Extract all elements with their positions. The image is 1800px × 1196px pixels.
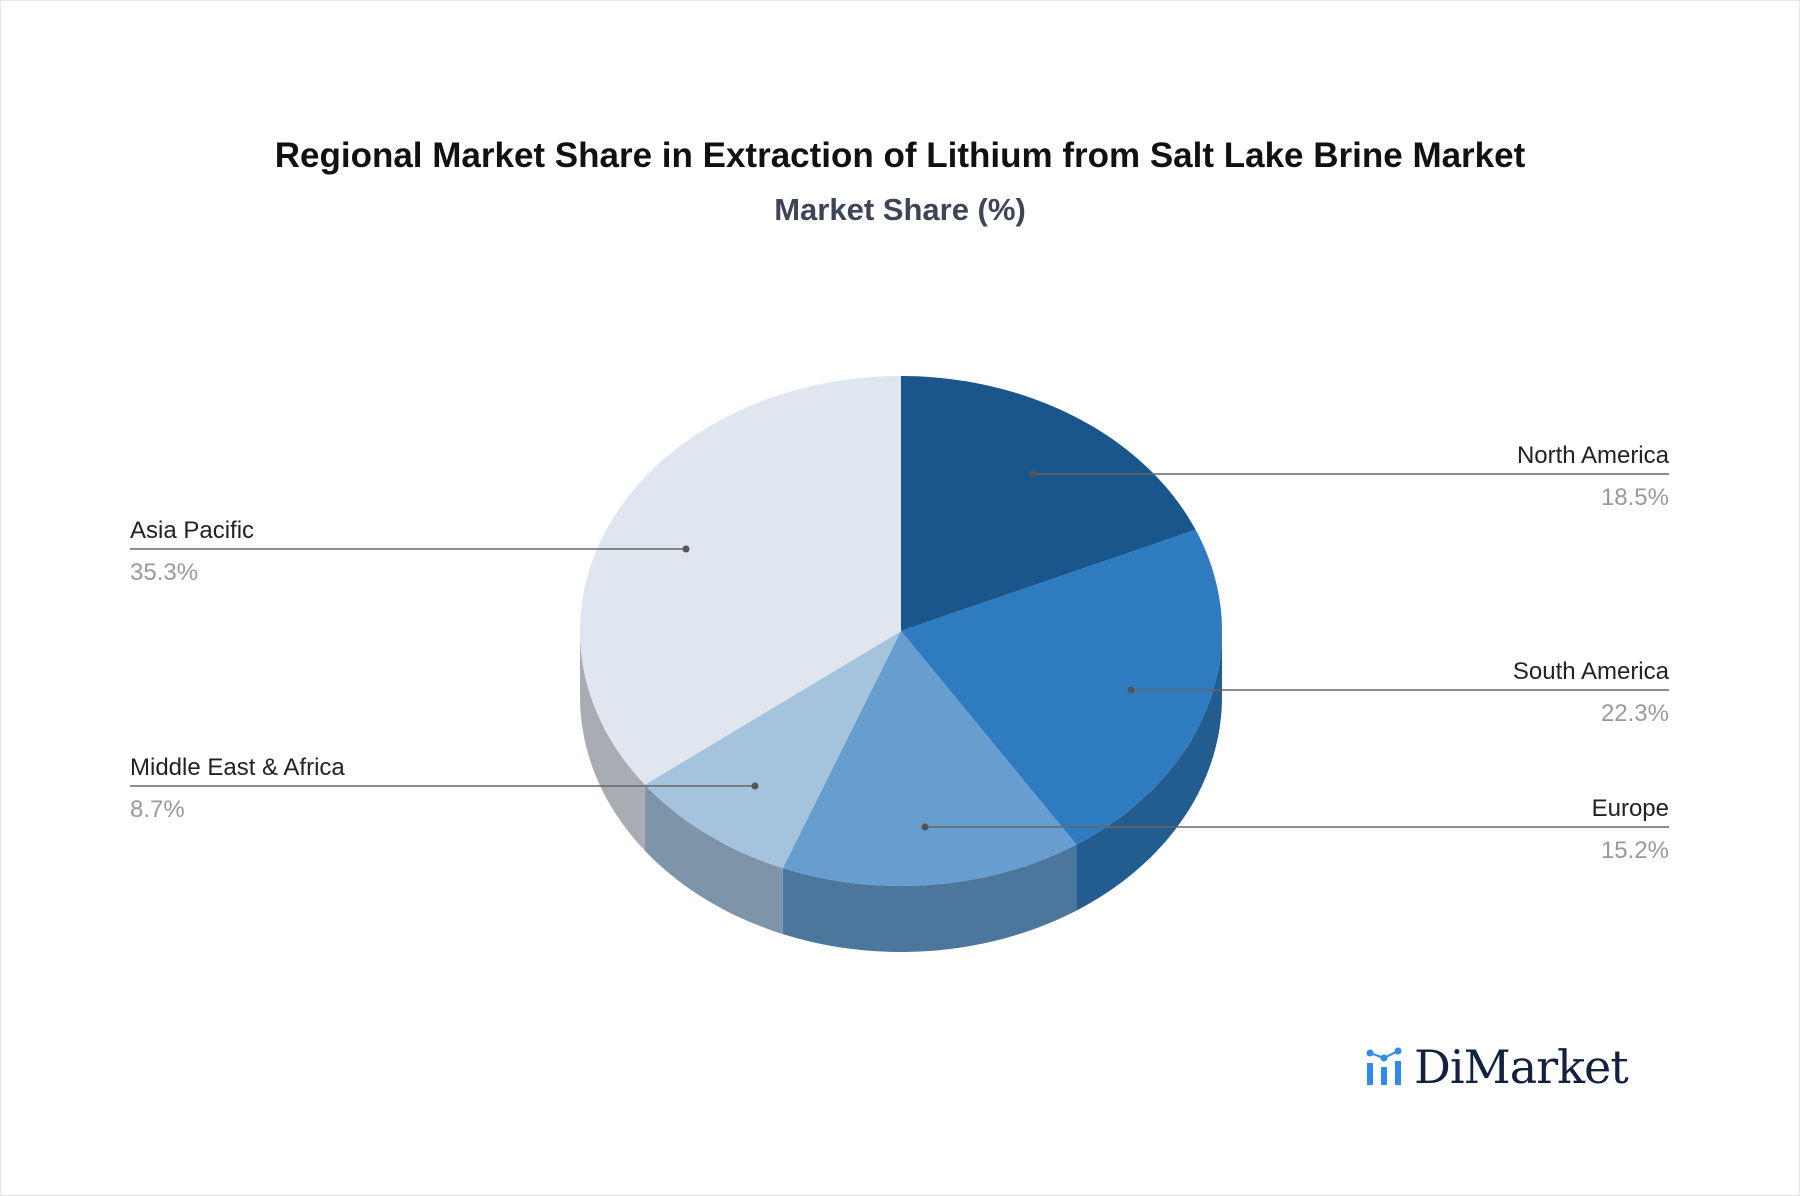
label-name: South America [1513, 658, 1670, 685]
label-name: Asia Pacific [130, 517, 254, 544]
label-value: 15.2% [1601, 837, 1669, 864]
label-value: 8.7% [130, 796, 185, 823]
pie-side-south-america [1076, 631, 1222, 911]
chart-subtitle: Market Share (%) [774, 192, 1026, 227]
label-value: 18.5% [1601, 484, 1669, 511]
label-europe: Europe 15.2% [921, 795, 1669, 864]
label-name: Europe [1592, 795, 1669, 822]
pie-side-asia-pacific [580, 631, 645, 851]
chart-title: Regional Market Share in Extraction of L… [274, 136, 1526, 175]
pie-slice-north-america[interactable] [901, 376, 1196, 631]
label-value: 22.3% [1601, 700, 1669, 727]
label-name: Middle East & Africa [130, 754, 345, 781]
pie-slice-europe[interactable] [782, 631, 1077, 886]
leader-dot [682, 545, 690, 553]
pie-side-europe [782, 844, 1077, 952]
dimarket-logo: DiMarket [1364, 1040, 1629, 1094]
pie-slice-south-america[interactable] [901, 529, 1222, 845]
label-north-america: North America 18.5% [1029, 442, 1670, 511]
logo-bars-icon [1366, 1047, 1402, 1085]
label-middle-east-africa: Middle East & Africa 8.7% [130, 754, 759, 823]
label-asia-pacific: Asia Pacific 35.3% [130, 517, 690, 586]
pie-slice-asia-pacific[interactable] [580, 376, 901, 785]
label-south-america: South America 22.3% [1127, 658, 1670, 727]
pie-side-middle-east-africa [644, 784, 783, 935]
leader-dot [1029, 470, 1037, 478]
label-name: North America [1517, 442, 1670, 469]
label-value: 35.3% [130, 559, 198, 586]
leader-dot [751, 782, 759, 790]
pie-slice-middle-east-africa[interactable] [644, 631, 901, 869]
leader-dot [1127, 686, 1135, 694]
logo-text: DiMarket [1414, 1040, 1629, 1094]
leader-dot [921, 823, 929, 831]
